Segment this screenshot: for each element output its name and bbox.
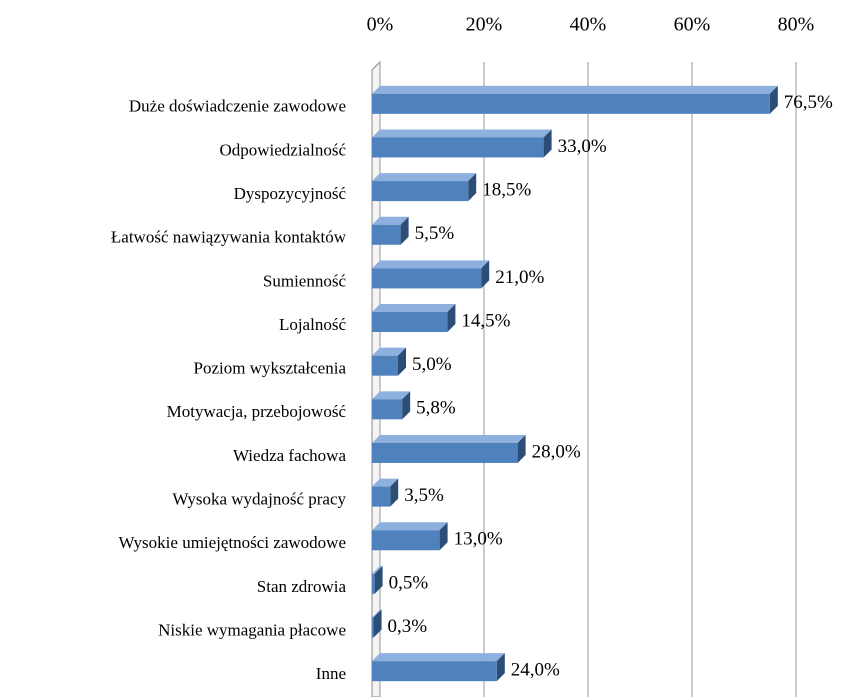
- bar-top: [372, 85, 778, 94]
- bar: [372, 137, 544, 158]
- bar: [372, 442, 518, 463]
- category-label: Dyspozycyjność: [234, 184, 347, 203]
- value-label: 21,0%: [495, 267, 544, 288]
- x-tick-label: 80%: [778, 14, 815, 36]
- bar-side: [543, 129, 552, 158]
- bar-side: [517, 434, 526, 463]
- value-label: 24,0%: [511, 660, 560, 681]
- value-label: 14,5%: [461, 310, 510, 331]
- category-label: Łatwość nawiązywania kontaktów: [111, 228, 347, 247]
- value-label: 5,8%: [416, 398, 456, 419]
- value-label: 18,5%: [482, 179, 531, 200]
- bar: [372, 486, 391, 507]
- bar-top: [372, 260, 490, 269]
- category-label: Stan zdrowia: [257, 577, 347, 596]
- bar-top: [372, 522, 448, 531]
- value-label: 0,3%: [388, 616, 428, 637]
- x-tick-label: 0%: [367, 14, 394, 36]
- bar-top: [372, 216, 409, 225]
- category-label: Odpowiedzialność: [219, 140, 346, 159]
- bar: [372, 93, 770, 114]
- bar-top: [372, 434, 526, 443]
- bar-top: [372, 609, 382, 618]
- value-label: 28,0%: [532, 441, 581, 462]
- category-label: Motywacja, przebojowość: [167, 402, 347, 421]
- bar-side: [373, 609, 382, 638]
- bar-side: [402, 391, 411, 420]
- category-label: Sumienność: [263, 271, 347, 290]
- bar-top: [372, 565, 383, 574]
- bar-side: [496, 653, 505, 682]
- x-tick-label: 60%: [674, 14, 711, 36]
- bar-side: [468, 173, 477, 202]
- value-label: 13,0%: [454, 529, 503, 550]
- bar: [372, 268, 482, 289]
- category-label: Niskie wymagania płacowe: [158, 620, 346, 639]
- bar: [372, 312, 448, 333]
- bar-side: [398, 347, 406, 376]
- bar-top: [372, 304, 456, 313]
- category-label: Lojalność: [279, 315, 346, 334]
- category-label: Wysoka wydajność pracy: [172, 490, 346, 509]
- category-label: Wysokie umiejętności zawodowe: [119, 533, 346, 552]
- bar-side: [374, 565, 383, 594]
- bar-side: [400, 216, 409, 245]
- bar: [372, 530, 440, 551]
- category-label: Poziom wykształcenia: [194, 359, 347, 378]
- value-label: 33,0%: [558, 136, 607, 157]
- x-tick-label: 20%: [466, 14, 503, 36]
- bar: [372, 573, 375, 594]
- bar-top: [372, 653, 505, 662]
- value-label: 5,5%: [415, 223, 455, 244]
- value-label: 5,0%: [412, 354, 452, 375]
- category-label: Duże doświadczenie zawodowe: [129, 97, 346, 116]
- value-label: 76,5%: [784, 92, 833, 113]
- value-label: 0,5%: [389, 572, 429, 593]
- bar: [372, 399, 403, 420]
- value-label: 3,5%: [404, 485, 444, 506]
- bar: [372, 224, 401, 245]
- bar-top: [372, 478, 399, 487]
- bar-side: [481, 260, 490, 289]
- bar-top: [372, 129, 552, 138]
- bar: [372, 355, 398, 376]
- x-tick-label: 40%: [570, 14, 607, 36]
- category-label: Wiedza fachowa: [233, 446, 347, 465]
- category-label: Inne: [316, 664, 346, 683]
- bar-side: [439, 522, 448, 551]
- bar: [372, 661, 497, 682]
- bar: [372, 181, 469, 202]
- bar-top: [372, 347, 406, 356]
- bar-top: [372, 391, 411, 400]
- bar-side: [447, 304, 456, 333]
- bar-top: [372, 173, 477, 182]
- bar-side: [769, 85, 778, 114]
- bar-side: [390, 478, 399, 507]
- bar: [372, 617, 374, 638]
